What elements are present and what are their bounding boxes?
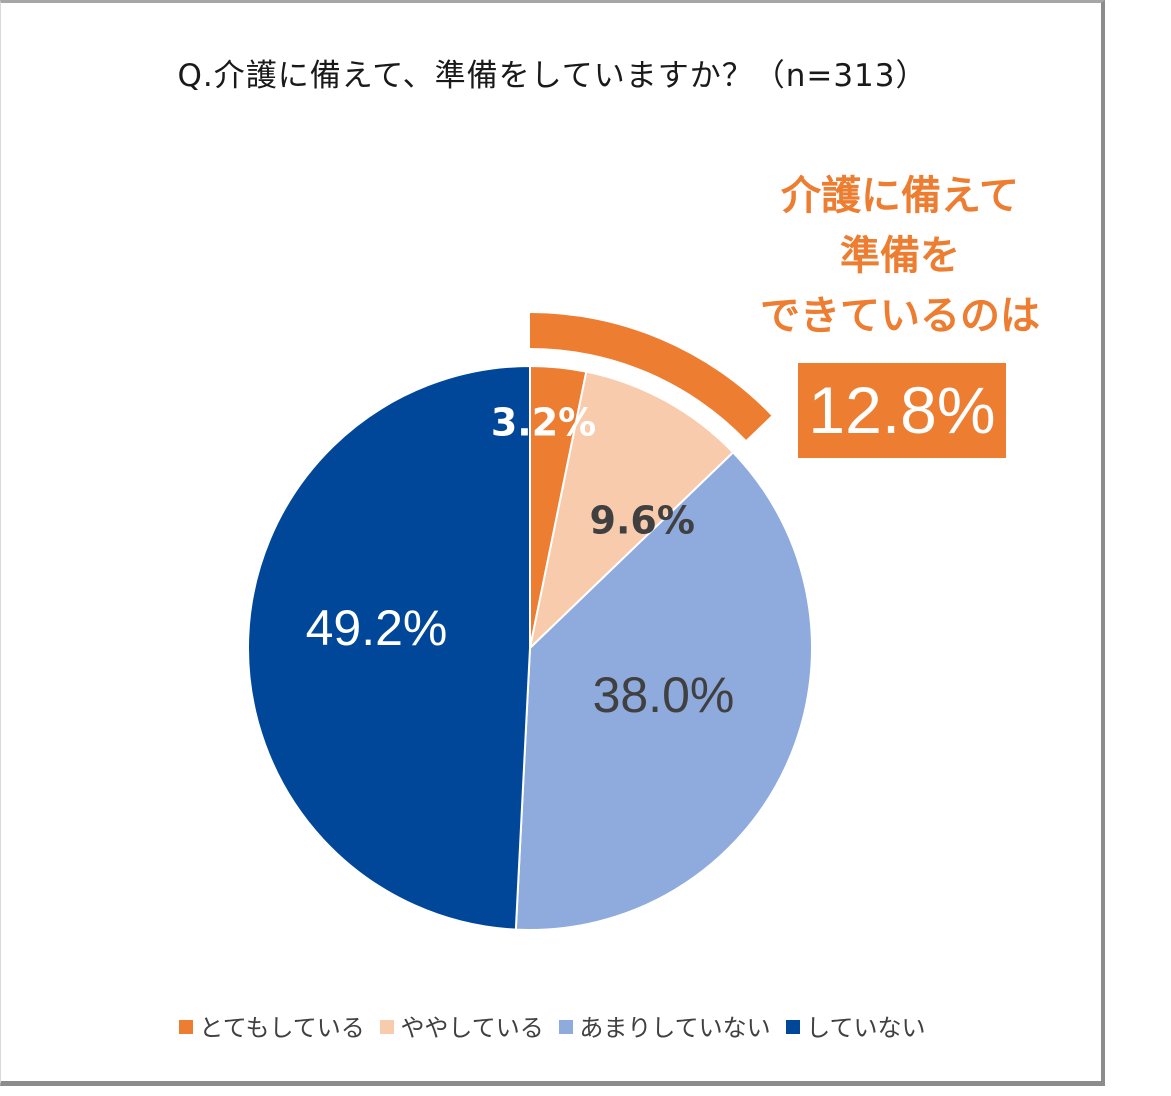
highlight-arc-layer [530,313,772,440]
legend-swatch [559,1020,574,1034]
legend-item: ややしている [380,1008,544,1043]
data-label-2: 9.6% [590,498,695,542]
legend-swatch [179,1020,194,1034]
legend-item: とてもしている [179,1008,365,1043]
slice-layer [246,364,813,931]
callout-line-1: 介護に備えて [781,173,1019,219]
data-label-layer: 3.2% 9.6% 38.0% 49.2% [306,400,735,723]
highlight-arc [530,313,772,440]
data-label-3: 38.0% [593,667,735,723]
legend-label: とてもしている [199,1014,365,1042]
callout-value: 12.8% [798,363,1006,458]
legend-swatch [380,1020,395,1034]
chart-title: Q.介護に備えて、準備をしていますか？（n=313） [177,58,928,94]
legend-label: あまりしていない [579,1014,771,1042]
pie-slice-3 [514,450,813,931]
legend-swatch [786,1020,801,1034]
data-label-4: 49.2% [306,600,448,656]
data-label-1: 3.2% [491,400,596,444]
legend-label: ややしている [400,1014,544,1042]
legend-label: していない [806,1014,926,1042]
pie-slice-4 [246,364,531,931]
legend-item: あまりしていない [559,1008,771,1043]
legend-item: していない [786,1008,926,1043]
pie-slice-2 [528,370,735,651]
legend: とてもしている ややしている あまりしていない していない [0,1008,1105,1043]
callout-line-2: 準備を [840,233,960,279]
callout-line-3: できているのは [760,293,1040,339]
